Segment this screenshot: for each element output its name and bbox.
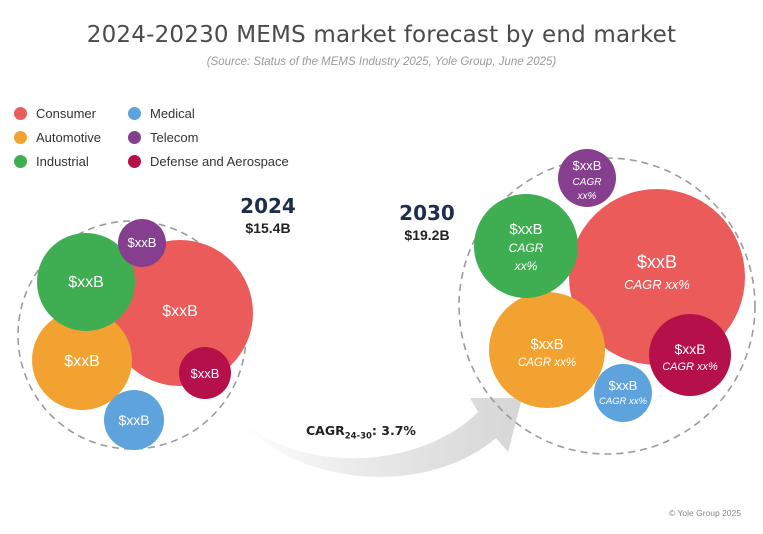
legend-label-automotive: Automotive xyxy=(36,130,102,145)
bubble-2030-defense-aerospace-value: $xxB xyxy=(674,341,705,357)
legend-swatch-automotive xyxy=(14,131,27,144)
year-label-2024: 2024 xyxy=(240,194,296,218)
year-label-2030: 2030 xyxy=(399,201,455,225)
growth-arrow xyxy=(238,398,522,477)
bubble-2024-telecom-value: $xxB xyxy=(128,235,157,250)
legend-item-defense-aerospace: Defense and Aerospace xyxy=(128,154,289,169)
bubble-2030-consumer-cagr: CAGR xx% xyxy=(624,277,690,292)
bubble-2030-automotive-value: $xxB xyxy=(530,336,563,353)
year-block-2030: 2030 $19.2B xyxy=(385,201,469,243)
bubble-2024-industrial xyxy=(37,233,135,331)
legend-item-consumer: Consumer xyxy=(14,106,96,121)
legend-label-medical: Medical xyxy=(150,106,195,121)
legend: Consumer Automotive Industrial Medical T… xyxy=(14,106,354,176)
bubble-2030-medical-cagr: CAGR xx% xyxy=(599,396,648,407)
bubble-2024-telecom xyxy=(118,219,166,267)
bubble-2024-defense-aerospace-value: $xxB xyxy=(191,366,220,381)
bubble-2030-defense-aerospace xyxy=(649,314,731,396)
bubble-2030-consumer-value: $xxB xyxy=(637,252,677,272)
bubble-2030-automotive xyxy=(489,292,605,408)
copyright: © Yole Group 2025 xyxy=(669,508,741,518)
bubble-2030-industrial-cagr-value: xx% xyxy=(514,259,538,273)
bubble-2030-defense-aerospace-cagr: CAGR xx% xyxy=(662,361,718,373)
chart-title: 2024-20230 MEMS market forecast by end m… xyxy=(86,22,677,48)
bubble-2030-industrial xyxy=(474,194,578,298)
legend-label-consumer: Consumer xyxy=(36,106,96,121)
legend-item-automotive: Automotive xyxy=(14,130,101,145)
bubble-2030-automotive-cagr: CAGR xx% xyxy=(518,357,576,369)
bubble-2024-consumer-value: $xxB xyxy=(162,303,198,320)
bubble-2024-industrial-value: $xxB xyxy=(68,274,104,291)
bubble-2024-medical-value: $xxB xyxy=(118,412,149,428)
legend-item-medical: Medical xyxy=(128,106,195,121)
year-block-2024: 2024 $15.4B xyxy=(226,194,310,236)
bubble-2024-medical xyxy=(104,390,164,450)
legend-label-telecom: Telecom xyxy=(150,130,199,145)
bubble-2030-industrial-value: $xxB xyxy=(509,221,542,238)
bubble-group-2030: $xxB CAGR xx% $xxB CAGR xx% $xxB CAGR xx… xyxy=(458,149,756,455)
cagr-value: : 3.7% xyxy=(371,423,416,438)
cagr-label: CAGR24-30: 3.7% xyxy=(306,423,416,442)
bubble-2024-automotive xyxy=(32,310,132,410)
bubble-2030-industrial-cagr-word: CAGR xyxy=(509,241,544,255)
bubble-2030-telecom-value: $xxB xyxy=(573,158,602,173)
bubble-group-2024: $xxB $xxB $xxB $xxB $xxB $xxB xyxy=(17,219,253,450)
legend-swatch-consumer xyxy=(14,107,27,120)
bubble-2030-medical-value: $xxB xyxy=(609,378,638,393)
total-label-2030: $19.2B xyxy=(404,227,450,243)
bubble-2024-defense-aerospace xyxy=(179,347,231,399)
cagr-prefix: CAGR xyxy=(306,423,345,438)
total-label-2024: $15.4B xyxy=(245,220,291,236)
legend-item-industrial: Industrial xyxy=(14,154,89,169)
legend-label-defense-aerospace: Defense and Aerospace xyxy=(150,154,289,169)
bubble-2030-medical xyxy=(594,364,652,422)
legend-swatch-medical xyxy=(128,107,141,120)
bubble-2030-telecom-cagr-value: xx% xyxy=(577,191,597,202)
chart-subtitle: (Source: Status of the MEMS Industry 202… xyxy=(206,56,557,68)
legend-label-industrial: Industrial xyxy=(36,154,89,169)
legend-swatch-industrial xyxy=(14,155,27,168)
bubble-2024-consumer xyxy=(107,240,253,386)
legend-swatch-defense-aerospace xyxy=(128,155,141,168)
cagr-period: 24-30 xyxy=(344,431,372,442)
bubble-2024-automotive-value: $xxB xyxy=(64,353,100,370)
bubble-2030-telecom-cagr-word: CAGR xyxy=(573,177,602,188)
legend-item-telecom: Telecom xyxy=(128,130,198,145)
bubble-2030-telecom xyxy=(558,149,616,207)
legend-swatch-telecom xyxy=(128,131,141,144)
